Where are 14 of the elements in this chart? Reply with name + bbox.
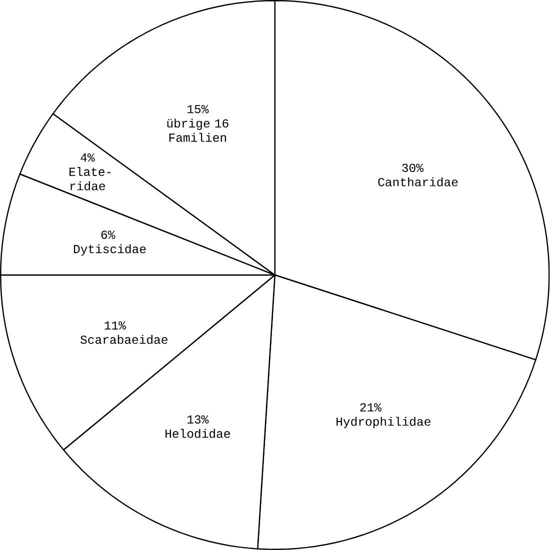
data-label: 15% bbox=[188, 105, 209, 114]
data-label: 11% bbox=[104, 321, 126, 330]
data-label: 6% bbox=[102, 230, 116, 239]
slice-label: Elate-ridae bbox=[70, 167, 111, 190]
slice-label: Helodidae bbox=[166, 428, 230, 438]
data-label: 21% bbox=[360, 403, 382, 412]
data-label: 30% bbox=[402, 164, 424, 172]
data-label: 4% bbox=[80, 153, 95, 162]
data-label: 13% bbox=[188, 415, 209, 424]
slice-label: Cantharidae bbox=[378, 177, 458, 186]
slice-label: übrige 16 Familien bbox=[167, 118, 228, 142]
slice-label: Hydrophilidae bbox=[336, 416, 430, 428]
slice-label: Dytiscidae bbox=[74, 244, 146, 256]
slice-label: Scarabaeidae bbox=[80, 334, 168, 344]
